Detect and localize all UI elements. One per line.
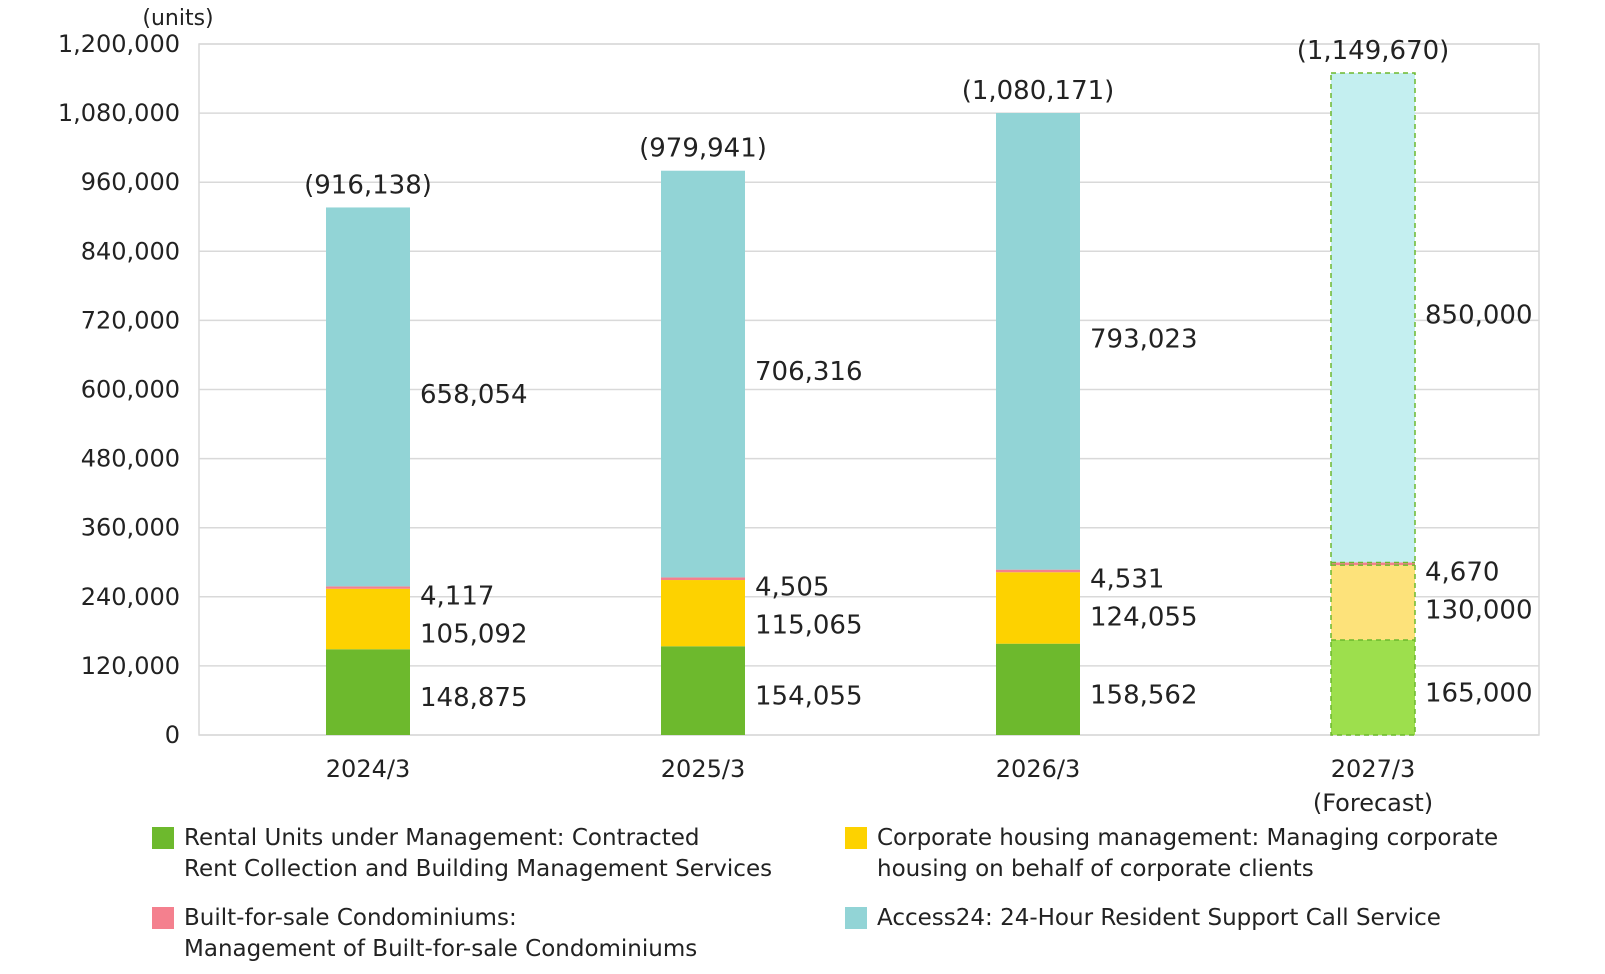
y-tick-label: 840,000 [81, 237, 180, 265]
data-label-corporate-housing: 105,092 [420, 619, 528, 649]
legend-item-condominiums: Built-for-sale Condominiums: Management … [152, 903, 697, 965]
legend-swatch-corporate-housing [845, 827, 867, 849]
y-tick-label: 1,080,000 [58, 99, 180, 127]
bar-segment [996, 569, 1080, 573]
data-label-condominiums: 4,117 [420, 581, 494, 611]
x-tick-label: 2026/3 [996, 755, 1080, 783]
data-label-rental-units: 165,000 [1425, 678, 1533, 708]
bar-segment [996, 572, 1080, 644]
bar-segment [1331, 639, 1415, 735]
bar-segment [1331, 72, 1415, 563]
bar-segment [326, 649, 410, 735]
legend-label-condominiums: Built-for-sale Condominiums: Management … [184, 905, 698, 962]
bar-segment [661, 580, 745, 647]
forecast-outline [1330, 72, 1416, 736]
y-tick-label: 1,200,000 [58, 30, 180, 58]
legend-swatch-condominiums [152, 907, 174, 929]
x-tick-label: 2024/3 [326, 755, 410, 783]
data-label-rental-units: 154,055 [755, 682, 863, 712]
legend-item-rental-units: Rental Units under Management: Contracte… [152, 823, 772, 885]
y-tick-label: 960,000 [81, 168, 180, 196]
bar-segment [661, 170, 745, 578]
total-label: (1,149,670) [1297, 36, 1450, 66]
total-label: (916,138) [304, 170, 432, 200]
bar-segment [326, 588, 410, 650]
y-tick-label: 720,000 [81, 306, 180, 334]
y-axis-unit-label: (units) [142, 6, 213, 31]
y-tick-label: 240,000 [81, 583, 180, 611]
y-tick-label: 600,000 [81, 376, 180, 404]
y-tick-label: 120,000 [81, 652, 180, 680]
bar-segment [1331, 565, 1415, 640]
data-label-access24: 658,054 [420, 380, 528, 410]
legend-label-access24: Access24: 24-Hour Resident Support Call … [877, 905, 1441, 931]
y-tick-label: 480,000 [81, 445, 180, 473]
y-tick-label: 360,000 [81, 514, 180, 542]
x-tick-label: 2027/3 [1331, 755, 1415, 783]
legend-swatch-rental-units [152, 827, 174, 849]
bar-segment [996, 113, 1080, 570]
total-label: (979,941) [639, 134, 767, 164]
bar-segment [326, 207, 410, 587]
y-tick-label: 0 [165, 721, 180, 749]
legend-label-rental-units: Rental Units under Management: Contracte… [184, 825, 773, 882]
data-label-rental-units: 158,562 [1090, 680, 1198, 710]
bar-segment [661, 646, 745, 735]
data-label-corporate-housing: 115,065 [755, 610, 863, 640]
data-label-access24: 706,316 [755, 357, 863, 387]
legend-swatch-access24 [845, 907, 867, 929]
bar-segment [661, 577, 745, 581]
total-label: (1,080,171) [962, 76, 1115, 106]
bar-segment [326, 586, 410, 589]
data-label-condominiums: 4,670 [1425, 557, 1499, 587]
bar-segment [996, 643, 1080, 735]
data-label-access24: 850,000 [1425, 301, 1533, 331]
x-tick-label: 2025/3 [661, 755, 745, 783]
data-label-corporate-housing: 130,000 [1425, 595, 1533, 625]
legend-label-corporate-housing: Corporate housing management: Managing c… [877, 825, 1499, 882]
data-label-condominiums: 4,505 [755, 572, 829, 602]
x-tick-sublabel: (Forecast) [1313, 789, 1433, 817]
data-label-access24: 793,023 [1090, 324, 1198, 354]
legend-item-corporate-housing: Corporate housing management: Managing c… [845, 823, 1498, 885]
data-label-corporate-housing: 124,055 [1090, 603, 1198, 633]
bar-segment [1331, 562, 1415, 566]
data-label-condominiums: 4,531 [1090, 565, 1164, 595]
data-label-rental-units: 148,875 [420, 683, 528, 713]
legend-item-access24: Access24: 24-Hour Resident Support Call … [845, 903, 1441, 934]
